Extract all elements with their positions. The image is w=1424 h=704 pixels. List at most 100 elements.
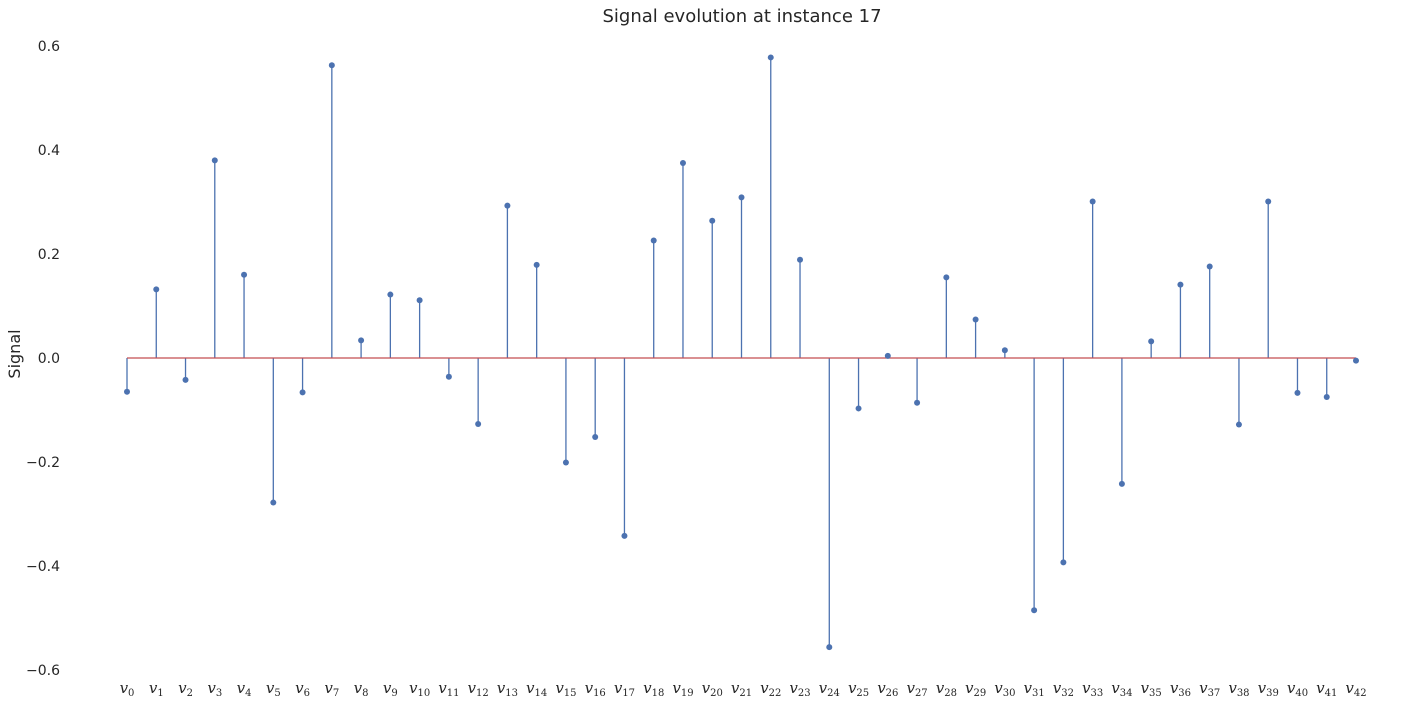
x-tick-label: v39 [1258,679,1279,699]
x-tick-label: v22 [760,679,781,699]
x-tick-label: v38 [1228,679,1249,699]
stem-marker [621,532,628,539]
stem-marker [826,644,833,651]
stem-marker [709,217,716,224]
y-tick-label: 0.6 [38,39,60,55]
stem-marker [884,352,891,359]
x-tick-label: v11 [438,679,459,699]
x-tick-label: v8 [354,679,369,699]
stem-marker [1265,198,1272,205]
stem-marker [972,316,979,323]
stem-marker [914,399,921,406]
x-tick-label: v23 [789,679,810,699]
x-tick-label: v20 [702,679,723,699]
x-tick-label: v36 [1170,679,1191,699]
x-tick-labels: v0 v1 v2 v3 v4 v5 v6 v7 v8 v9 v10 v11 v12 v13 v14 v15 v1… [120,679,1367,699]
x-tick-label: v30 [994,679,1015,699]
x-tick-label: v19 [672,679,693,699]
stem-marker [1148,338,1155,345]
x-tick-label: v15 [555,679,576,699]
stem-marker [211,157,218,164]
stem-marker [1323,394,1330,400]
stem-marker [153,286,160,293]
x-tick-label: v37 [1199,679,1220,699]
y-tick-label: 0.0 [38,351,60,367]
stem-marker [650,237,657,244]
stem-marker [358,337,365,344]
y-tick-label: −0.4 [26,559,60,575]
stem-marker [1001,347,1008,354]
y-tick-label: −0.2 [26,455,60,471]
stem-marker [1206,263,1213,270]
y-tick-label: 0.4 [38,143,60,159]
x-tick-label: v26 [877,679,898,699]
stem-marker [592,434,599,441]
x-tick-label: v2 [178,679,193,699]
x-tick-label: v31 [1024,679,1045,699]
x-tick-label: v40 [1287,679,1308,699]
x-tick-label: v21 [731,679,752,699]
x-tick-label: v17 [614,679,635,699]
stem-marker [562,459,569,466]
x-tick-label: v0 [120,679,135,699]
y-tick-labels: −0.6 −0.4 −0.2 0.0 0.2 0.4 0.6 [26,39,60,679]
stem-marker [679,160,686,166]
x-tick-label: v24 [819,679,840,699]
stem-marker [1235,421,1242,428]
stem-marker [445,373,452,380]
x-tick-label: v9 [383,679,398,699]
stem-marker [797,256,804,263]
stem-marker [387,291,394,298]
x-tick-label: v28 [936,679,957,699]
x-tick-label: v1 [149,679,164,699]
x-tick-label: v18 [643,679,664,699]
stem-marker [1089,198,1096,205]
x-tick-label: v7 [324,679,339,699]
stem-marker [475,421,482,428]
x-tick-label: v12 [468,679,489,699]
x-tick-label: v5 [266,679,281,699]
x-tick-label: v25 [848,679,869,699]
stem-marker [504,202,511,209]
x-tick-label: v4 [237,679,252,699]
stem-markers [124,54,1359,651]
stem-marker [533,261,540,268]
x-tick-label: v27 [906,679,927,699]
x-tick-label: v29 [965,679,986,699]
stem-marker [855,405,862,412]
stem-marker [1294,389,1301,396]
y-axis-label: Signal [5,329,24,378]
stem-marker [124,388,130,395]
y-tick-label: 0.2 [38,247,60,263]
x-tick-label: v41 [1316,679,1337,699]
x-tick-label: v13 [497,679,518,699]
stem-marker [1353,357,1359,364]
stem-marker [943,274,950,281]
stem-marker [241,271,248,278]
stem-marker [328,62,335,69]
stem-marker [182,376,189,383]
x-tick-label: v14 [526,679,547,699]
stem-marker [299,389,306,396]
stem-marker [1118,480,1125,487]
stem-marker [738,194,745,201]
x-tick-label: v10 [409,679,430,699]
x-tick-label: v35 [1141,679,1162,699]
stem-marker [767,54,774,61]
x-tick-label: v16 [585,679,606,699]
x-tick-label: v33 [1082,679,1103,699]
x-tick-label: v6 [295,679,310,699]
stem-marker [270,499,277,506]
chart-title: Signal evolution at instance 17 [602,6,881,27]
x-tick-label: v42 [1345,679,1366,699]
stem-marker [1060,559,1067,566]
x-tick-label: v32 [1053,679,1074,699]
x-tick-label: v3 [207,679,222,699]
stem-marker [1177,281,1184,288]
stem-marker [416,297,423,304]
stem-marker [1031,607,1038,614]
stem-lines [126,57,1357,648]
y-tick-label: −0.6 [26,663,60,679]
x-tick-label: v34 [1111,679,1132,699]
